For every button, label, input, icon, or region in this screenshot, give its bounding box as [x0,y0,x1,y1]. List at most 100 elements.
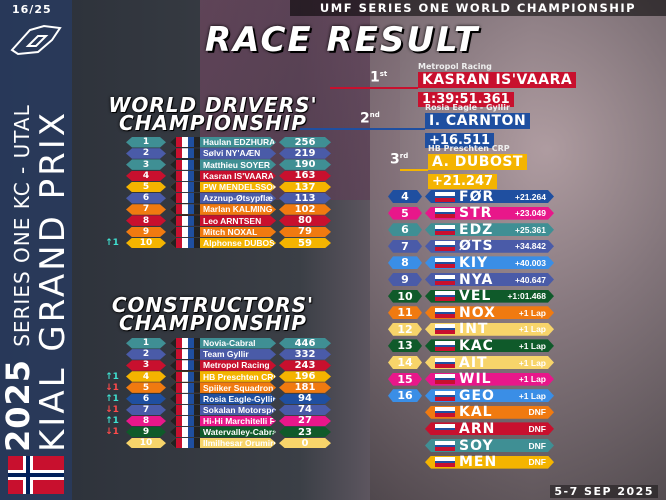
constructors-row: 10 Ilmilhesar Orumirin-Preschten 0 [100,438,331,449]
finish-position: 12 [388,323,422,336]
team-flag-icon [170,438,200,449]
finish-position: 7 [388,240,422,253]
result-row: 9 NYA +40.647 [388,273,554,286]
team-flag-icon [435,308,455,318]
podium-entry: Rosia Eagle - Gyllir I. CARNTON +16.511 [425,103,531,148]
name: Ilmilhesar Orumirin-Preschten [200,438,276,449]
points: 0 [279,438,331,449]
result-row: 10 VEL +1:01.468 [388,290,554,303]
result-row: 14 AÏT +1 Lap [388,356,554,369]
driver-code: AÏT [459,354,488,371]
result-row: KAL DNF [388,406,554,419]
result-row: SOY DNF [388,439,554,452]
driver-code: VEL [459,288,492,305]
team-flag-icon [435,192,455,202]
team-flag-icon [170,360,200,371]
rank: 1 [126,338,166,349]
finish-position: 4 [388,190,422,203]
drivers-row: 6 Azznup-Øtsypflæ 113 [100,193,331,204]
rank: 6 [126,394,166,405]
gap: DNF [528,440,546,451]
rank: 8 [126,215,166,226]
team-flag-icon [170,382,200,393]
series-banner: UMF SERIES ONE WORLD CHAMPIONSHIP [290,0,666,16]
podium-position: 1st [370,69,388,86]
driver-code: SOY [459,437,494,454]
rank: 8 [126,416,166,427]
driver-code: INT [459,321,489,338]
team-flag-icon [170,338,200,349]
gap: +1 Lap [518,357,546,368]
podium-position: 3rd [390,151,409,168]
driver-code: NOX [459,304,496,321]
position-change: ↑1 [105,238,119,249]
name: Matthieu SOYER [200,159,276,170]
rank: 1 [126,137,166,148]
constructors-row: ↓1 7 Sokalan Motorsports-Spiiker 74 [100,405,331,416]
team-flag-icon [170,215,200,226]
team-flag-icon [170,171,200,182]
name: Sokalan Motorsports-Spiiker [200,405,276,416]
result-row: MEN DNF [388,456,554,469]
points: 74 [279,405,331,416]
rank: 7 [126,405,166,416]
team-flag-icon [435,374,455,384]
position-change: ↑1 [105,415,119,426]
team-flag-icon [435,208,455,218]
points: 94 [279,394,331,405]
gap: +23.049 [515,208,546,219]
result-row: 11 NOX +1 Lap [388,306,554,319]
name: Sølvi NY'AÆN [200,148,276,159]
team-flag-icon [170,159,200,170]
points: 190 [279,159,331,170]
driver-code: GEO [459,387,495,404]
result-row: 7 ØTS +34.842 [388,240,554,253]
rank: 10 [126,438,166,449]
points: 27 [279,416,331,427]
points: 243 [279,360,331,371]
position-change: ↓1 [105,382,119,393]
name: Metropol Racing [200,360,276,371]
points: 59 [279,238,331,249]
finish-position: 5 [388,207,422,220]
gap: DNF [528,407,546,418]
rank: 2 [126,349,166,360]
drivers-row: 8 Leo ARNTSEN 80 [100,215,331,226]
gap: +1:01.468 [507,291,546,302]
team-flag-icon [170,405,200,416]
rank: 6 [126,193,166,204]
team-flag-icon [170,238,200,249]
constructors-row: 1 Novia-Cabral 446 [100,338,331,349]
finish-position: 14 [388,356,422,369]
team-flag-icon [435,391,455,401]
team-flag-icon [170,349,200,360]
gap: +1 Lap [518,324,546,335]
constructors-row: ↓1 5 Spiiker Squadron 181 [100,382,331,393]
name: Kasran IS'VAARA [200,171,276,182]
driver-code: KIY [459,254,489,271]
rank: 4 [126,371,166,382]
podium-time: +16.511 [425,133,495,148]
gap: +34.842 [515,241,546,252]
driver-code: MEN [459,454,498,471]
points: 80 [279,215,331,226]
podium-team: Metropol Racing [418,62,492,71]
constructors-championship-title: CONSTRUCTORS' CHAMPIONSHIP [111,293,315,335]
drivers-championship-title: WORLD DRIVERS' CHAMPIONSHIP [108,93,318,135]
finish-position: 6 [388,223,422,236]
gap: +1 Lap [518,390,546,401]
gap: +40.647 [515,274,546,285]
name: Azznup-Øtsypflæ [200,193,276,204]
podium-entry: HB Preschten CRP A. DUBOST +21.247 [428,144,527,189]
points: 332 [279,349,331,360]
team-flag-icon [170,137,200,148]
podium-line [300,128,425,130]
name: PW MENDELSSOHN [200,182,276,193]
team-flag-icon [170,193,200,204]
driver-code: STR [459,205,493,222]
finish-position: 9 [388,273,422,286]
name: Leo ARNTSEN [200,215,276,226]
result-row: 5 STR +23.049 [388,207,554,220]
podium-team: HB Preschten CRP [428,144,510,153]
name: Spiiker Squadron [200,382,276,393]
